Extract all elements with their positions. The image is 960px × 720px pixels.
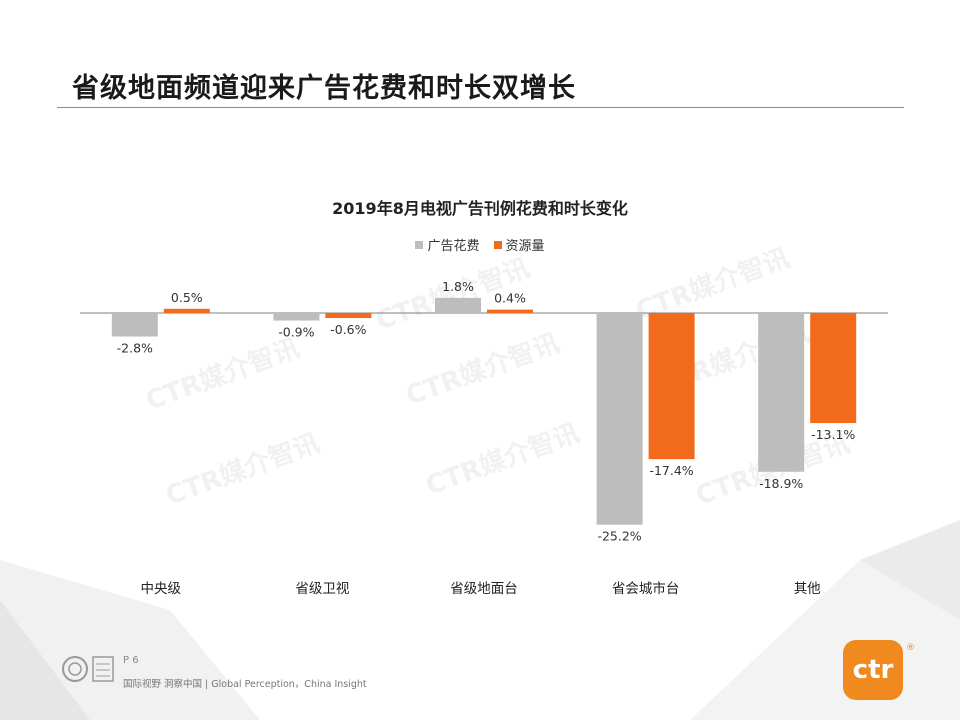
data-label-spend-0: -2.8% bbox=[117, 341, 153, 356]
category-label-1: 省级卫视 bbox=[295, 581, 349, 597]
logo-text: ctr bbox=[852, 655, 894, 685]
page-number: P 6 bbox=[123, 655, 139, 666]
category-label-0: 中央级 bbox=[141, 581, 182, 597]
watermark-text: CTR媒介智讯 bbox=[162, 428, 323, 511]
bar-volume-4 bbox=[810, 313, 857, 424]
legend-swatch-spend bbox=[415, 240, 424, 249]
bar-spend-2 bbox=[435, 297, 481, 313]
data-label-spend-1: -0.9% bbox=[278, 325, 314, 340]
data-label-volume-1: -0.6% bbox=[330, 322, 366, 337]
data-label-volume-4: -13.1% bbox=[811, 427, 855, 442]
chart-legend: 广告花费 资源量 bbox=[0, 235, 960, 254]
data-label-spend-3: -25.2% bbox=[597, 529, 641, 544]
data-label-spend-2: 1.8% bbox=[442, 279, 474, 294]
bar-volume-2 bbox=[487, 309, 533, 313]
ctr-logo: ctr bbox=[843, 640, 903, 700]
category-label-2: 省级地面台 bbox=[450, 581, 518, 597]
data-label-volume-3: -17.4% bbox=[649, 463, 693, 478]
data-label-volume-0: 0.5% bbox=[171, 290, 203, 305]
watermark-text: CTR媒介智讯 bbox=[142, 333, 303, 416]
registered-mark: ® bbox=[906, 643, 915, 653]
bar-volume-3 bbox=[648, 313, 695, 460]
legend-item-spend: 广告花费 bbox=[415, 235, 480, 254]
certification-badges-icon bbox=[62, 656, 114, 682]
page-title: 省级地面频道迎来广告花费和时长双增长 bbox=[72, 73, 576, 104]
legend-swatch-volume bbox=[493, 240, 502, 249]
category-label-4: 其他 bbox=[794, 581, 821, 597]
bar-spend-4 bbox=[758, 313, 805, 472]
watermark-text: CTR媒介智讯 bbox=[402, 328, 563, 411]
footer-tagline: 国际视野 洞察中国 | Global Perception，China Insi… bbox=[123, 679, 367, 690]
title-divider bbox=[57, 107, 904, 108]
bar-spend-0 bbox=[111, 313, 158, 337]
legend-item-volume: 资源量 bbox=[493, 235, 545, 254]
watermark-text: CTR媒介智讯 bbox=[422, 418, 583, 501]
data-label-spend-4: -18.9% bbox=[759, 476, 803, 491]
bar-spend-1 bbox=[273, 313, 320, 321]
legend-label-spend: 广告花费 bbox=[427, 239, 480, 254]
bar-volume-0 bbox=[163, 308, 210, 313]
bar-volume-1 bbox=[325, 313, 372, 319]
chart-title: 2019年8月电视广告刊例花费和时长变化 bbox=[332, 199, 628, 218]
bar-spend-3 bbox=[596, 313, 643, 525]
data-label-volume-2: 0.4% bbox=[494, 291, 526, 306]
category-label-3: 省会城市台 bbox=[612, 580, 680, 597]
legend-label-volume: 资源量 bbox=[505, 239, 545, 254]
